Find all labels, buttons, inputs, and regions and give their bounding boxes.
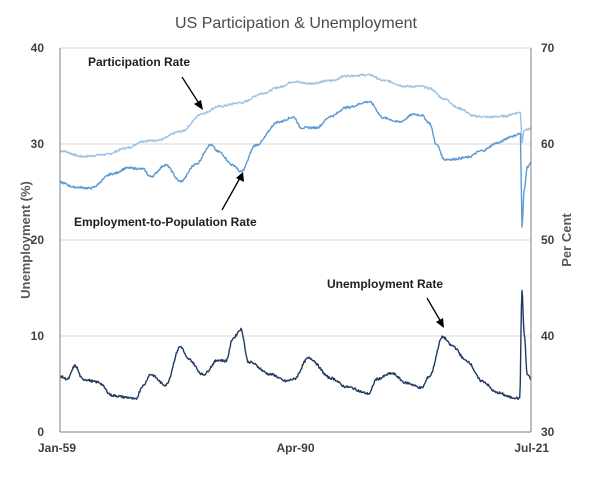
x-tick-labels: Jan-59 Apr-90 Jul-21	[38, 441, 549, 455]
series-line-unemployment	[59, 289, 532, 400]
y-axis-label-right: Per Cent	[559, 213, 574, 267]
x-tick: Jul-21	[514, 441, 549, 455]
series-line-employment	[59, 100, 532, 228]
chart-title: US Participation & Unemployment	[175, 15, 417, 32]
annotation-participation: Participation Rate	[88, 55, 190, 69]
y-tick-left: 40	[31, 41, 45, 55]
y-tick-right: 60	[541, 137, 555, 151]
y-tick-right: 50	[541, 233, 555, 247]
annotation-unemployment: Unemployment Rate	[327, 277, 443, 291]
y-tick-right: 40	[541, 329, 555, 343]
grid-lines	[60, 47, 531, 337]
annotation-arrowhead-unemployment	[436, 318, 444, 328]
y-tick-right: 70	[541, 41, 555, 55]
series-layer	[59, 73, 532, 400]
x-tick: Jan-59	[38, 441, 76, 455]
annotation-arrowhead-employment	[236, 172, 244, 182]
y-tick-left: 20	[31, 233, 45, 247]
right-tick-labels: 30 40 50 60 70	[541, 41, 555, 439]
annotation-arrow-unemployment	[426, 297, 442, 323]
annotation-arrow-participation	[181, 76, 201, 106]
annotation-arrow-employment	[221, 177, 241, 211]
annotation-employment: Employment-to-Population Rate	[74, 215, 257, 229]
y-tick-left: 30	[31, 137, 45, 151]
annotation-arrowhead-participation	[194, 100, 203, 110]
x-tick: Apr-90	[276, 441, 314, 455]
y-tick-left: 10	[31, 329, 45, 343]
y-axis-label-left: Unemployment (%)	[18, 181, 33, 299]
y-tick-left: 0	[37, 425, 44, 439]
left-tick-labels: 0 10 20 30 40	[31, 41, 45, 439]
y-tick-right: 30	[541, 425, 555, 439]
series-line-participation	[59, 73, 532, 158]
